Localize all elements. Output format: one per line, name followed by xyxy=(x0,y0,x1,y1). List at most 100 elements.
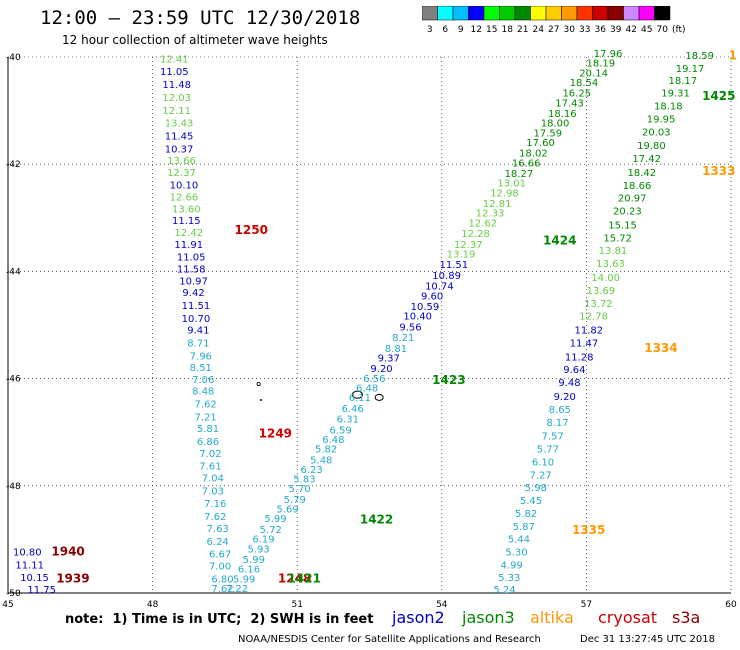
swh-reading: 12.37 xyxy=(454,240,483,251)
swh-reading: 10.40 xyxy=(403,312,432,323)
pass-label: 1422 xyxy=(360,512,393,526)
swh-reading: 4.99 xyxy=(501,560,523,571)
swh-reading: 5.33 xyxy=(498,573,520,584)
swh-reading: 17.43 xyxy=(555,98,584,109)
swh-reading: 20.03 xyxy=(642,127,671,138)
swh-reading: 20.97 xyxy=(618,194,647,205)
swh-reading: 12.62 xyxy=(468,218,497,229)
swh-reading: 5.69 xyxy=(276,505,298,516)
swh-reading: 19.80 xyxy=(637,141,666,152)
swh-reading: 11.28 xyxy=(565,352,594,363)
swh-reading: 13.81 xyxy=(599,246,628,257)
swh-reading: 18.59 xyxy=(685,51,714,62)
island-outline xyxy=(351,390,363,399)
pass-label: 1423 xyxy=(432,373,465,387)
pass-label: 1 xyxy=(729,49,737,63)
island-outline xyxy=(260,399,263,402)
swh-reading: 12.81 xyxy=(483,199,512,210)
swh-reading: 6.80 xyxy=(211,574,233,585)
swh-reading: 8.81 xyxy=(385,344,407,355)
legend-label-9: 9 xyxy=(458,25,464,35)
swh-reading: 5.82 xyxy=(515,509,537,520)
swh-reading: 9.48 xyxy=(558,378,580,389)
legend-label-36: 36 xyxy=(595,25,607,35)
swh-reading: 7.62 xyxy=(211,584,233,595)
pass-label: 1249 xyxy=(259,427,292,441)
swh-reading: 6.10 xyxy=(532,457,554,468)
legend-label-42: 42 xyxy=(626,25,637,35)
legend-label-24: 24 xyxy=(533,25,545,35)
lat-tick--44: -44 xyxy=(6,267,21,277)
swh-reading: 16.66 xyxy=(512,158,541,169)
swh-reading: 7.00 xyxy=(209,561,231,572)
swh-reading: 17.42 xyxy=(632,154,661,165)
swh-reading: 17.60 xyxy=(526,138,555,149)
swh-reading: 7.22 xyxy=(226,584,248,595)
swh-reading: 5.30 xyxy=(505,547,527,558)
swh-reading: 6.24 xyxy=(207,537,229,548)
swh-reading: 6.48 xyxy=(356,383,378,394)
swh-reading: 6.56 xyxy=(363,374,385,385)
swh-reading: 9.20 xyxy=(554,392,576,403)
legend-label-33: 33 xyxy=(579,25,590,35)
legend-label-39: 39 xyxy=(610,25,622,35)
swh-reading: 5.81 xyxy=(197,424,219,435)
island-outline xyxy=(374,393,384,401)
swh-reading: 13.72 xyxy=(584,299,613,310)
swh-reading: 18.27 xyxy=(505,169,534,180)
pass-label: 1940 xyxy=(51,544,84,558)
swh-reading: 7.02 xyxy=(199,449,221,460)
swh-reading: 5.93 xyxy=(248,544,270,555)
swh-reading: 18.02 xyxy=(519,149,548,160)
swh-reading: 7.63 xyxy=(207,524,229,535)
swh-reading: 6.46 xyxy=(341,404,363,415)
swh-reading: 9.41 xyxy=(187,326,209,337)
lat-tick--50: -50 xyxy=(6,589,21,599)
legend-label-27: 27 xyxy=(548,25,559,35)
swh-reading: 5.44 xyxy=(508,535,530,546)
swh-reading: 10.37 xyxy=(165,144,194,155)
page-title: 12:00 — 23:59 UTC 12/30/2018 xyxy=(40,7,361,29)
swh-reading: 11.05 xyxy=(160,67,189,78)
satellite-cryosat: cryosat xyxy=(598,608,658,627)
swh-reading: 12.33 xyxy=(476,209,505,220)
swh-reading: 7.16 xyxy=(204,499,226,510)
swh-reading: 8.71 xyxy=(187,338,209,349)
legend-label-21: 21 xyxy=(517,25,528,35)
swh-reading: 6.67 xyxy=(209,550,231,561)
pass-label: 1425 xyxy=(702,89,735,103)
swh-reading: 18.16 xyxy=(548,109,577,120)
swh-reading: 5.45 xyxy=(520,496,542,507)
swh-reading: 20.14 xyxy=(579,68,608,79)
swh-reading: 11.82 xyxy=(574,326,603,337)
swh-reading: 12.37 xyxy=(167,168,196,179)
lat-tick--40: -40 xyxy=(6,53,21,63)
swh-reading: 5.48 xyxy=(310,455,332,466)
swh-reading: 11.47 xyxy=(570,338,599,349)
swh-reading: 13.01 xyxy=(497,179,526,190)
swh-reading: 12.28 xyxy=(461,229,490,240)
legend-label-18: 18 xyxy=(502,25,514,35)
lon-tick-48: 48 xyxy=(147,600,159,610)
swh-reading: 10.10 xyxy=(170,180,199,191)
lon-tick-54: 54 xyxy=(436,600,448,610)
swh-reading: 11.51 xyxy=(440,260,469,271)
satellite-altika: altika xyxy=(530,608,574,627)
swh-reading: 18.00 xyxy=(541,119,570,130)
swh-reading: 19.31 xyxy=(661,89,690,100)
lon-tick-51: 51 xyxy=(291,600,302,610)
swh-reading: 18.66 xyxy=(623,181,652,192)
swh-reading: 11.51 xyxy=(182,301,211,312)
footnote: note: 1) Time is in UTC; 2) SWH is in fe… xyxy=(65,612,374,627)
pass-label: 1334 xyxy=(644,341,677,355)
swh-reading: 5.99 xyxy=(243,555,265,566)
pass-label: 1248 xyxy=(278,571,311,585)
swh-reading: 10.80 xyxy=(13,547,42,558)
credit-text: NOAA/NESDIS Center for Satellite Applica… xyxy=(238,634,541,645)
swh-reading: 10.15 xyxy=(20,573,49,584)
swh-reading: 13.19 xyxy=(447,249,476,260)
lon-tick-57: 57 xyxy=(581,600,592,610)
swh-reading: 7.57 xyxy=(542,432,564,443)
swh-reading: 8.51 xyxy=(190,363,212,374)
page-subtitle: 12 hour collection of altimeter wave hei… xyxy=(62,33,328,47)
